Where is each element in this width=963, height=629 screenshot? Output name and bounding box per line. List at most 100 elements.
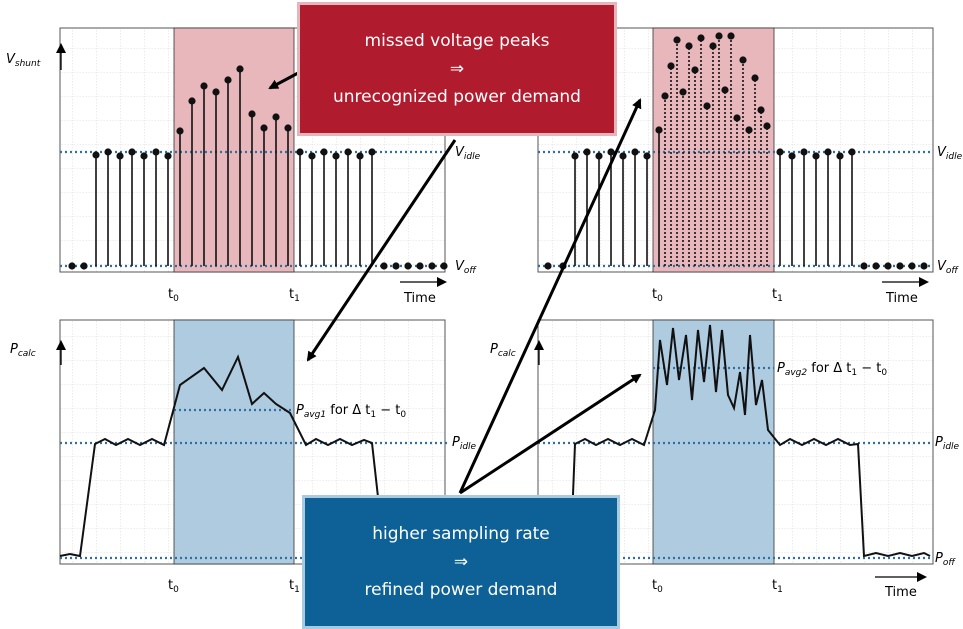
sample-point [776,148,784,156]
sample-point [751,74,759,82]
sample-point [104,148,112,156]
t0-label: t0 [652,287,663,304]
sample-point [715,32,723,40]
sample-point [92,151,100,159]
sample-point [296,148,304,156]
sample-point [392,262,400,270]
sample-point [224,76,232,84]
stem-plot-top-right [544,32,928,270]
sample-point [236,65,244,73]
power-curve-bottom-left [59,354,386,561]
sample-point [800,148,808,156]
sample-point [872,262,880,270]
callout-line: unrecognized power demand [333,87,581,107]
t1-label: t1 [772,578,783,595]
t0-label: t0 [168,287,179,304]
v-off-label: Voff [937,259,959,276]
arrow-to-missed-peaks [268,70,301,90]
sample-point [128,148,136,156]
callout-line: higher sampling rate [372,524,550,544]
sample-point [308,152,316,160]
sample-point [607,148,615,156]
sample-point [380,262,388,270]
sample-point [368,148,376,156]
y-axis-label-pcalc-right: Pcalc [490,342,516,359]
callout-line: refined power demand [364,580,558,600]
p-idle-label: Pidle [452,435,477,452]
arrow-to-bottom-left-peak [306,139,457,362]
sample-point [721,86,729,94]
callout-missed-peaks: missed voltage peaks ⇒ unrecognized powe… [297,2,617,136]
sample-point [884,262,892,270]
sample-point [320,148,328,156]
sample-point [667,62,675,70]
arrow-to-bottom-right-peak [459,373,642,495]
sample-point [673,36,681,44]
sample-point [416,262,424,270]
sample-point [788,152,796,160]
t1-label: t1 [289,287,300,304]
p-idle-label: Pidle [935,435,960,452]
sample-point [68,262,76,270]
sample-point [812,152,820,160]
sample-point [152,148,160,156]
sample-point [356,152,364,160]
sample-point [188,97,196,105]
sample-point [757,106,765,114]
t0-label: t0 [168,578,179,595]
sample-point [709,42,717,50]
t0-label: t0 [652,578,663,595]
sample-point [643,152,651,160]
sample-point [655,126,663,134]
sample-point [824,148,832,156]
sample-point [619,152,627,160]
y-axis-label-pcalc-left: Pcalc [10,342,36,359]
callout-line: missed voltage peaks [364,31,550,51]
sample-point [697,34,705,42]
x-axis-label-bottom-right: Time [884,585,917,600]
sample-point [140,152,148,160]
sample-point [739,56,747,64]
arrow-to-top-right-peaks [458,98,642,494]
highlight-region-top-left [173,27,295,273]
sample-point [248,110,256,118]
sample-point [272,113,280,121]
sample-point [920,262,928,270]
p-off-label: Poff [935,551,956,568]
sample-point [440,262,448,270]
sample-point [860,262,868,270]
sample-point [908,262,916,270]
sample-point [727,32,735,40]
sample-point [200,82,208,90]
v-idle-label: Vidle [455,145,481,162]
sample-point [404,262,412,270]
sample-point [176,127,184,135]
sample-point [763,122,771,130]
x-axis-label-top-left: Time [403,291,436,306]
implies-symbol: ⇒ [453,552,469,572]
sample-point [836,152,844,160]
sample-point [164,152,172,160]
callout-arrows [268,70,642,495]
v-off-label: Voff [455,259,477,276]
sample-point [661,92,669,100]
sample-point [631,148,639,156]
sample-point [679,88,687,96]
sample-point [571,152,579,160]
x-axis-label-top-right: Time [885,291,918,306]
sample-point [116,152,124,160]
sample-point [583,148,591,156]
sample-point [733,114,741,122]
highlight-region-bottom-left [173,319,295,565]
sample-point [691,66,699,74]
axis-labels: Vshunt Pcalc Pcalc Time Time Time t0 t1 … [6,43,963,600]
t1-label: t1 [772,287,783,304]
sample-point [745,126,753,134]
power-curve-bottom-right [559,324,931,558]
sample-point [703,102,711,110]
sample-point [896,262,904,270]
y-axis-label-vshunt: Vshunt [6,52,41,69]
p-avg1-label: Pavg1 for Δ t1 − t0 [296,403,406,420]
sample-point [544,262,552,270]
t1-label: t1 [289,578,300,595]
